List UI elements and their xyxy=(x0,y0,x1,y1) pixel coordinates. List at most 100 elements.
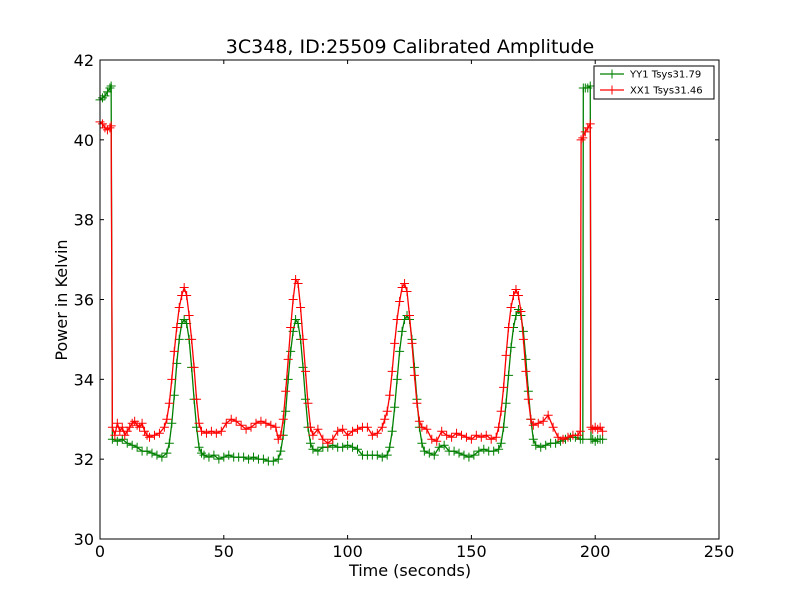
data-point xyxy=(526,414,536,424)
data-point xyxy=(518,334,528,344)
data-point xyxy=(154,428,164,438)
data-point xyxy=(385,390,395,400)
y-tick-label: 38 xyxy=(74,211,94,230)
data-point xyxy=(100,91,110,101)
series-2 xyxy=(95,117,608,448)
tick-labels-layer: 0 50 100 150 200 250 30 32 34 36 38 40 42 xyxy=(74,51,735,561)
data-point xyxy=(382,450,392,460)
data-point xyxy=(506,342,516,352)
data-point xyxy=(578,133,588,143)
legend-entry: XX1 Tsys31.46 xyxy=(600,85,703,97)
data-point xyxy=(214,454,224,464)
data-point xyxy=(511,285,521,295)
data-point xyxy=(149,430,159,440)
data-point xyxy=(333,426,343,436)
data-point xyxy=(372,428,382,438)
data-point xyxy=(192,422,202,432)
x-tick-label: 200 xyxy=(580,542,611,561)
data-point xyxy=(419,446,429,456)
data-point xyxy=(573,430,583,440)
data-point xyxy=(385,442,395,452)
data-point xyxy=(197,426,207,436)
data-point xyxy=(276,446,286,456)
data-point xyxy=(296,302,306,312)
data-point xyxy=(387,366,397,376)
legend-label: YY1 Tsys31.79 xyxy=(629,70,701,81)
data-point xyxy=(258,454,268,464)
data-point xyxy=(362,422,372,432)
data-point xyxy=(548,422,558,432)
data-point xyxy=(221,418,231,428)
data-point xyxy=(182,291,192,301)
data-point xyxy=(494,422,504,432)
data-point xyxy=(504,370,514,380)
data-point xyxy=(536,442,546,452)
data-point xyxy=(189,362,199,372)
y-tick-label: 34 xyxy=(74,370,94,389)
data-point xyxy=(303,398,313,408)
data-point xyxy=(142,446,152,456)
data-point xyxy=(598,434,608,444)
data-point xyxy=(206,426,216,436)
data-point xyxy=(513,304,523,314)
data-point xyxy=(201,428,211,438)
legend-entry: YY1 Tsys31.79 xyxy=(600,69,701,81)
data-point xyxy=(585,81,595,91)
data-point xyxy=(159,422,169,432)
data-point xyxy=(152,450,162,460)
data-point xyxy=(397,326,407,336)
data-point xyxy=(125,422,135,432)
data-point xyxy=(504,322,514,332)
data-point xyxy=(164,398,174,408)
data-point xyxy=(209,450,219,460)
data-point xyxy=(157,452,167,462)
data-point xyxy=(224,450,234,460)
data-point xyxy=(167,418,177,428)
data-point xyxy=(145,432,155,442)
data-point xyxy=(308,430,318,440)
data-point xyxy=(169,390,179,400)
data-point xyxy=(244,454,254,464)
data-point xyxy=(501,398,511,408)
data-point xyxy=(353,444,363,454)
data-point xyxy=(442,430,452,440)
data-point xyxy=(575,426,585,436)
data-point xyxy=(117,434,127,444)
data-point xyxy=(172,322,182,332)
data-point xyxy=(353,424,363,434)
data-point xyxy=(558,434,568,444)
data-point xyxy=(204,452,214,462)
data-point xyxy=(449,446,459,456)
data-point xyxy=(429,450,439,460)
data-point xyxy=(283,374,293,384)
y-tick-label: 32 xyxy=(74,450,94,469)
data-point xyxy=(313,446,323,456)
data-point xyxy=(496,406,506,416)
data-point xyxy=(239,452,249,462)
legend: YY1 Tsys31.79 XX1 Tsys31.46 xyxy=(593,65,715,100)
data-point xyxy=(132,420,142,430)
data-point xyxy=(496,438,506,448)
data-point xyxy=(551,438,561,448)
data-point xyxy=(226,414,236,424)
data-point xyxy=(395,346,405,356)
data-point xyxy=(286,346,296,356)
data-point xyxy=(194,442,204,452)
data-point xyxy=(489,446,499,456)
data-point xyxy=(120,430,130,440)
data-point xyxy=(476,432,486,442)
data-point xyxy=(199,450,209,460)
data-point xyxy=(437,426,447,436)
data-point xyxy=(283,354,293,364)
data-point xyxy=(469,450,479,460)
data-point xyxy=(105,83,115,93)
x-axis-label: Time (seconds) xyxy=(348,561,471,580)
data-point xyxy=(308,444,318,454)
data-point xyxy=(427,434,437,444)
plot-area xyxy=(100,60,719,539)
data-point xyxy=(107,422,117,432)
data-point xyxy=(583,83,593,93)
data-point xyxy=(390,402,400,412)
data-point xyxy=(390,338,400,348)
